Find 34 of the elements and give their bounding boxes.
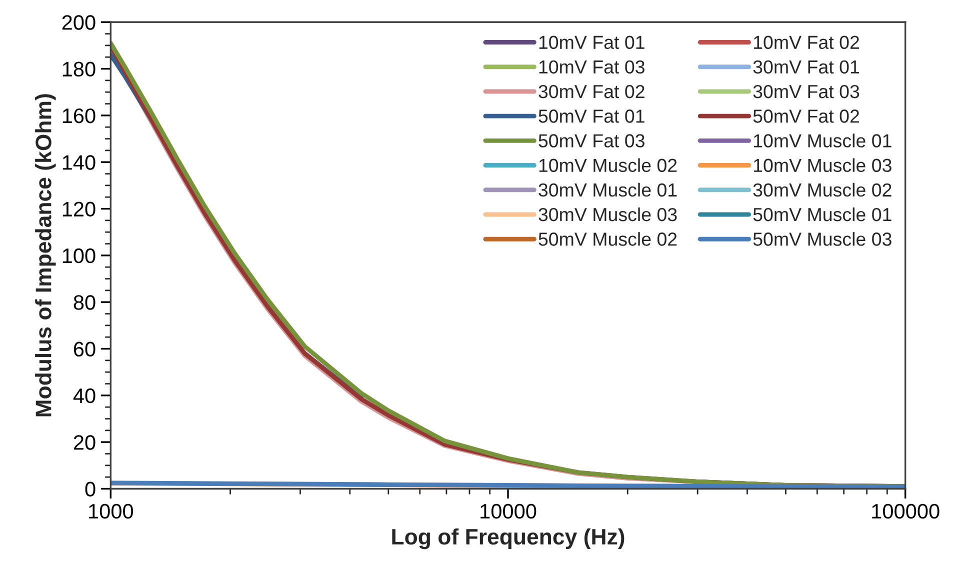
legend-label: 50mV Muscle 03 xyxy=(753,232,892,246)
y-axis-title: Modulus of Impedance (kOhm) xyxy=(35,94,56,416)
y-tick-label: 160 xyxy=(62,108,96,124)
legend-label: 10mV Fat 01 xyxy=(539,36,644,50)
legend-label: 10mV Muscle 01 xyxy=(754,134,892,148)
legend-label: 10mV Muscle 02 xyxy=(539,158,677,172)
legend-label: 10mV Fat 03 xyxy=(539,60,644,74)
legend-label: 10mV Fat 02 xyxy=(754,36,859,50)
legend-label: 50mV Fat 01 xyxy=(538,110,644,123)
y-tick-label: 140 xyxy=(62,155,96,170)
legend-label: 30mV Fat 03 xyxy=(753,84,860,98)
legend-label: 30mV Fat 01 xyxy=(753,60,860,74)
y-tick-label: 60 xyxy=(74,342,96,357)
legend-label: 30mV Muscle 01 xyxy=(538,182,677,197)
legend-label: 30mV Fat 02 xyxy=(538,84,644,98)
x-tick-label: 100000 xyxy=(872,504,940,519)
x-axis-title: Log of Frequency (Hz) xyxy=(392,528,624,550)
legend-label: 50mV Muscle 01 xyxy=(753,207,892,222)
legend-label: 30mV Muscle 03 xyxy=(538,207,677,222)
legend-label: 30mV Muscle 02 xyxy=(753,182,892,197)
legend-label: 10mV Muscle 03 xyxy=(754,158,892,172)
y-tick-label: 80 xyxy=(74,295,96,310)
y-tick-label: 100 xyxy=(62,248,96,264)
y-tick-label: 200 xyxy=(62,15,96,30)
y-tick-label: 40 xyxy=(73,388,96,404)
x-tick-label: 1000 xyxy=(89,504,134,519)
legend-label: 50mV Fat 02 xyxy=(753,110,859,123)
y-tick-label: 120 xyxy=(62,202,96,217)
y-tick-label: 20 xyxy=(74,435,96,450)
y-tick-label: 0 xyxy=(85,482,96,497)
y-tick-label: 180 xyxy=(62,62,96,77)
legend-label: 50mV Fat 03 xyxy=(538,134,644,148)
x-tick-label: 10000 xyxy=(480,504,536,519)
legend-label: 50mV Muscle 02 xyxy=(538,232,677,246)
